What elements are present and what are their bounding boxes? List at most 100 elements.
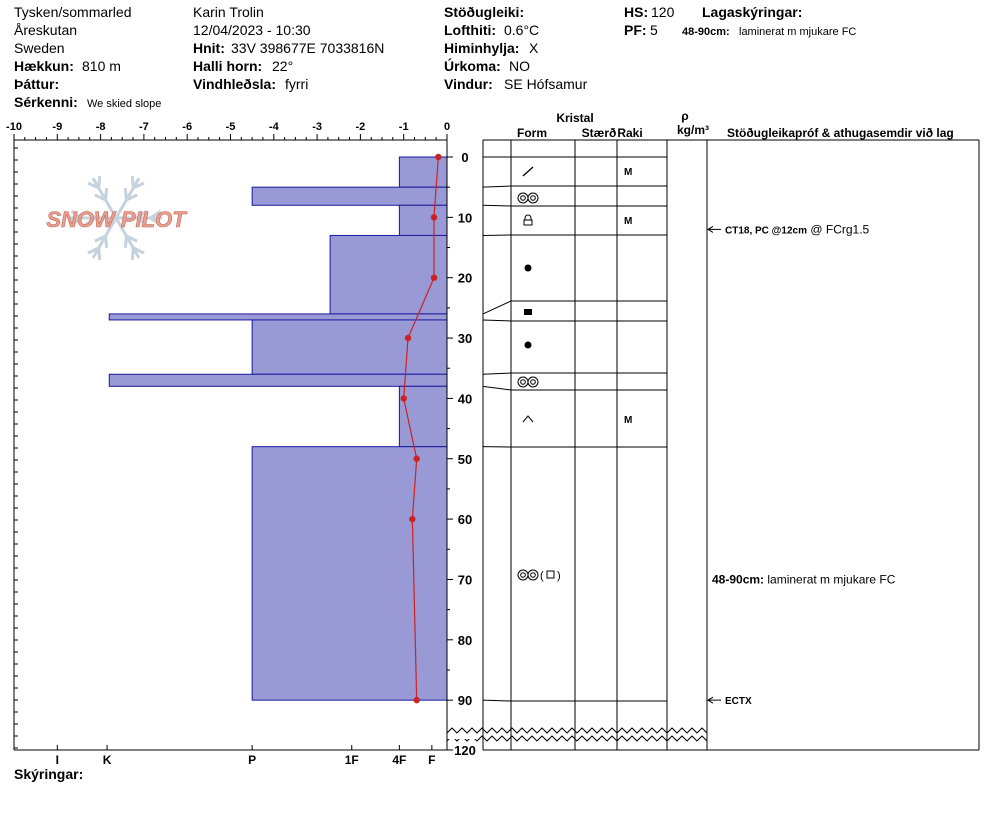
rounded-grain-icon [530,379,536,385]
coords-value: 33V 398677E 7033816N [231,40,385,56]
depth-break-line [446,735,708,742]
logo-text: SNOW PILOT [46,207,187,232]
hardness-tick-label: P [248,753,256,767]
depth-tick-label: 120 [454,743,476,758]
moisture-header: Raki [617,126,642,140]
temperature-line [403,156,439,701]
round-pair-symbol [517,192,539,204]
depth-break-gap [448,735,478,739]
snowflake-icon [70,176,162,260]
country: Sweden [14,40,65,56]
depth-hoar-icon [522,415,534,423]
precip-label: Úrkoma: [444,58,501,74]
rounded-grain-icon [530,572,536,578]
lock-symbol [523,214,533,226]
depth-tick-label: 30 [458,331,472,346]
hs-value: 120 [651,4,675,20]
test-result-code: CT18, PC @12cm [725,225,807,236]
test-arrow [707,225,721,233]
slope-value: 22° [272,58,294,74]
temp-tick-label: -5 [226,121,236,133]
temp-tick-label: 0 [444,121,450,133]
temperature-point [404,334,412,342]
coords-label: Hnit: [193,40,225,56]
depth-tick-label: 40 [458,391,472,406]
rounded-grain-icon [527,192,539,204]
round-pair-square-symbol: () [517,569,561,582]
temperature-point [435,153,442,161]
wind-value: SE Hófsamur [504,76,588,92]
density-unit-header: kg/m³ [677,123,709,137]
wind-loading-value: fyrri [285,76,309,92]
rounded-grain-icon [520,572,526,578]
layer-connector [482,319,512,322]
temp-tick-label: -1 [399,121,409,133]
stability-label: Stöðugleiki: [444,4,525,20]
temp-tick-label: -3 [312,121,322,133]
precip-value: NO [509,58,530,74]
depth-tick-label: 80 [458,633,472,648]
temperature-point [409,515,416,523]
depth-tick-label: 90 [458,693,472,708]
hardness-tick-label: F [428,753,435,767]
footer-label: Skýringar: [14,766,84,782]
temperature-point [430,214,438,221]
temperature-point [413,696,420,704]
depth-tick-label: 0 [461,150,468,165]
hardness-bar [251,319,448,375]
air-temp-label: Lofthiti: [444,22,497,38]
rounded-grain-icon [527,569,539,581]
location-name: Åreskutan [14,22,78,38]
temperature-point [430,274,438,281]
temp-tick-label: -9 [52,121,62,133]
rounded-grain-icon [520,195,526,201]
faceted-bracket-icon: ( [540,570,544,582]
hardness-bar [251,446,448,701]
wind-loading-label: Vindhleðsla: [193,76,276,92]
rounded-grain-icon [524,264,532,272]
dot-symbol [524,264,532,272]
test-result: 48-90cm: laminerat m mjukare FC [712,572,896,586]
hardness-bar [251,186,448,206]
rounded-grain-icon [530,195,536,201]
melt-freeze-icon [523,214,533,226]
temp-tick-label: -10 [6,121,22,133]
hardness-bar [398,385,448,448]
test-result: ECTX [725,696,752,707]
rounded-grain-icon [517,192,529,204]
hardness-bar [108,313,448,321]
caret-symbol [522,415,534,423]
air-temp-value: 0.6°C [504,22,540,38]
hardness-bar [329,234,448,315]
layer-connector [482,699,512,702]
temp-tick-label: -8 [96,121,106,133]
hardness-tick-label: I [56,753,59,767]
slope-label: Halli horn: [193,58,263,74]
aspect-label: Þáttur: [14,76,60,92]
temperature-point [400,395,407,402]
faceted-bracket-icon: ) [557,570,561,582]
slash-symbol [522,166,534,177]
square-symbol [524,309,532,315]
faceted-crystal-icon [546,570,555,579]
dot-symbol [524,341,532,349]
temperature-point [413,455,420,462]
test-result-note: laminerat m mjukare FC [764,572,896,586]
tests-header: Stöðugleikapróf & athugasemdir við lag [727,126,954,140]
temp-tick-label: -7 [139,121,149,133]
layer-connector [482,300,512,315]
faceted-crystal-icon [524,309,532,315]
size-header: Stærð [582,126,617,140]
depth-tick-label: 70 [458,572,472,587]
precipitation-particle-icon [522,166,534,177]
test-result-note: @ FCrg1.5 [807,222,870,236]
layer-connector [482,385,512,391]
depth-tick-label: 20 [458,271,472,286]
rounded-grain-icon [520,379,526,385]
hardness-tick-label: 4F [392,753,406,767]
observer: Karin Trolin [193,4,264,20]
density-header: ρ [681,109,688,123]
notes-label: Sérkenni: [14,94,78,110]
wind-label: Vindur: [444,76,493,92]
